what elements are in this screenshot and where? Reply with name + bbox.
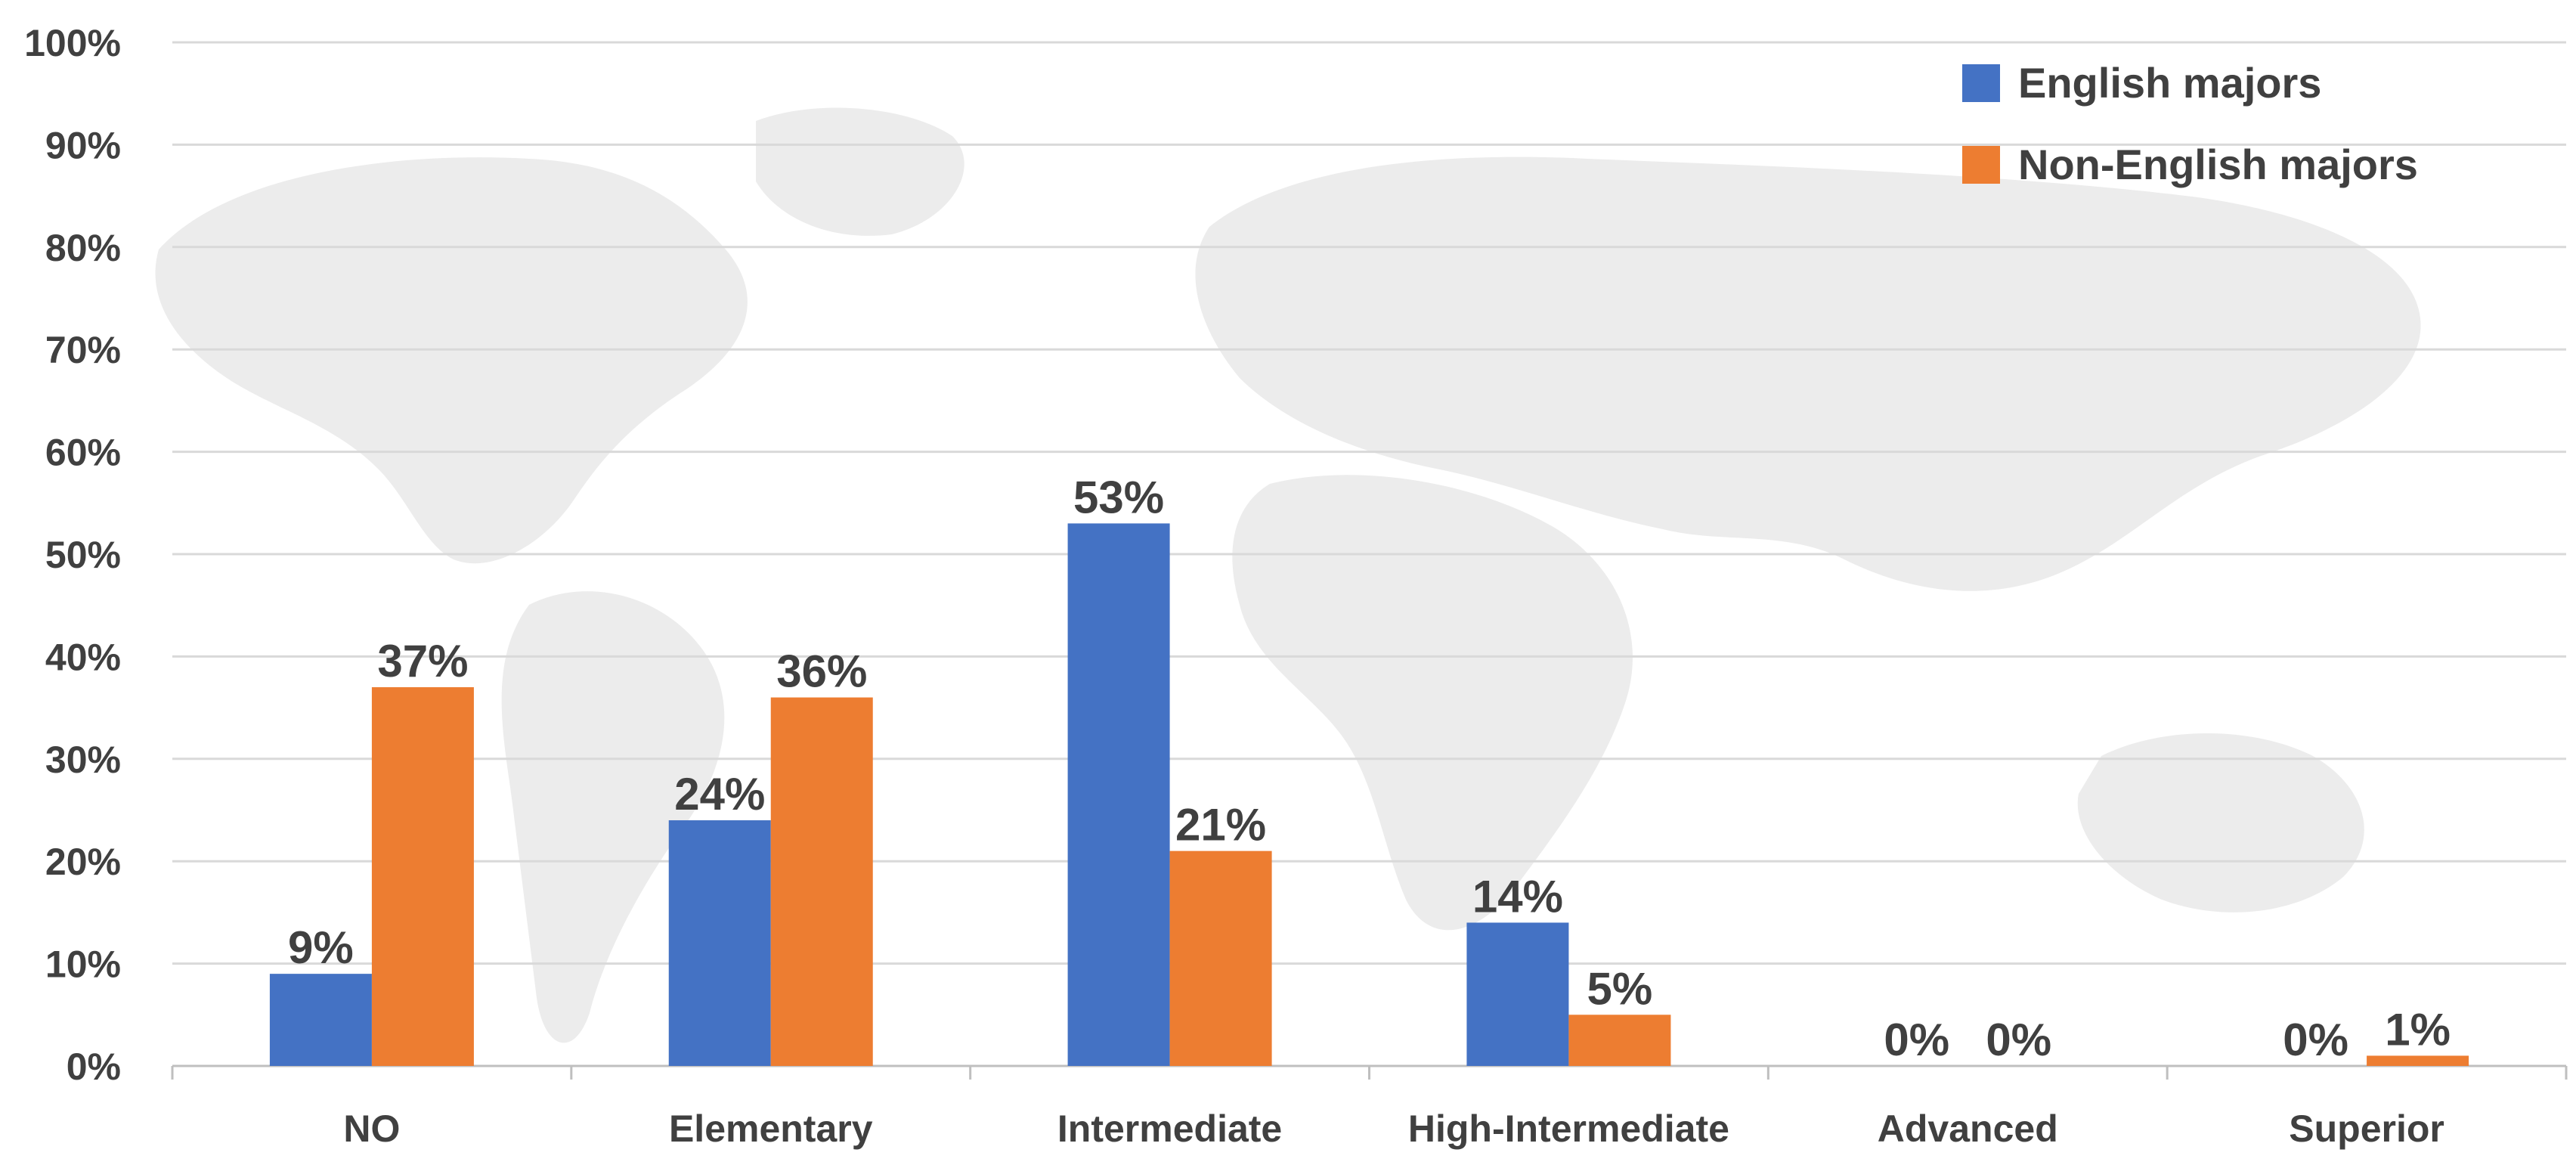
y-tick-label: 30%: [45, 739, 121, 781]
y-tick-label: 0%: [67, 1046, 121, 1088]
y-tick-label: 60%: [45, 432, 121, 474]
y-tick-label: 90%: [45, 124, 121, 166]
legend: English majors Non-English majors: [1962, 59, 2418, 188]
bar-non-english-majors: [1568, 1015, 1671, 1066]
world-map-watermark: [155, 107, 2421, 1043]
x-axis: [171, 1064, 2568, 1080]
x-category-label: NO: [343, 1108, 400, 1150]
bar-english-majors: [1466, 922, 1569, 1066]
bar-non-english-majors: [2367, 1055, 2469, 1066]
bar-english-majors: [1067, 523, 1170, 1066]
x-category-label: Superior: [2289, 1108, 2444, 1150]
data-label: 9%: [288, 922, 354, 973]
y-tick-label: 100%: [24, 22, 121, 64]
y-tick-label: 40%: [45, 636, 121, 678]
y-axis-tick-labels: 0% 10% 20% 30% 40% 50% 60% 70% 80% 90% 100%: [24, 22, 121, 1088]
data-label: 0%: [2283, 1015, 2348, 1065]
data-label: 1%: [2385, 1004, 2451, 1055]
x-category-label: Elementary: [669, 1108, 873, 1150]
data-label: 0%: [1986, 1015, 2051, 1065]
data-label: 0%: [1884, 1015, 1949, 1065]
y-tick-label: 20%: [45, 841, 121, 883]
data-label: 14%: [1472, 871, 1563, 922]
data-labels: 9% 37% 24% 36% 53% 21% 14% 5% 0% 0% 0% 1%: [288, 472, 2451, 1065]
data-label: 24%: [674, 769, 765, 819]
data-label: 5%: [1587, 963, 1653, 1014]
legend-label: English majors: [2018, 59, 2321, 107]
bar-english-majors: [269, 974, 372, 1066]
bar-non-english-majors: [1169, 850, 1272, 1066]
y-tick-label: 10%: [45, 943, 121, 986]
bars: [269, 523, 2469, 1066]
x-category-label: Advanced: [1878, 1108, 2058, 1150]
y-tick-label: 70%: [45, 329, 121, 371]
y-tick-label: 80%: [45, 227, 121, 269]
data-label: 37%: [377, 636, 468, 686]
bar-non-english-majors: [371, 687, 474, 1066]
data-label: 21%: [1175, 800, 1266, 850]
bar-english-majors: [668, 820, 771, 1066]
legend-label: Non-English majors: [2018, 141, 2418, 188]
data-label: 53%: [1073, 472, 1164, 522]
category-labels: NO Elementary Intermediate High-Intermediat…: [343, 1108, 2444, 1150]
bar-non-english-majors: [770, 697, 873, 1066]
gridlines: [172, 41, 2566, 965]
x-category-label: Intermediate: [1057, 1108, 1282, 1150]
y-tick-label: 50%: [45, 534, 121, 576]
x-category-label: High-Intermediate: [1408, 1108, 1729, 1150]
data-label: 36%: [776, 646, 867, 697]
legend-swatch: [1962, 146, 2000, 184]
legend-swatch: [1962, 64, 2000, 102]
